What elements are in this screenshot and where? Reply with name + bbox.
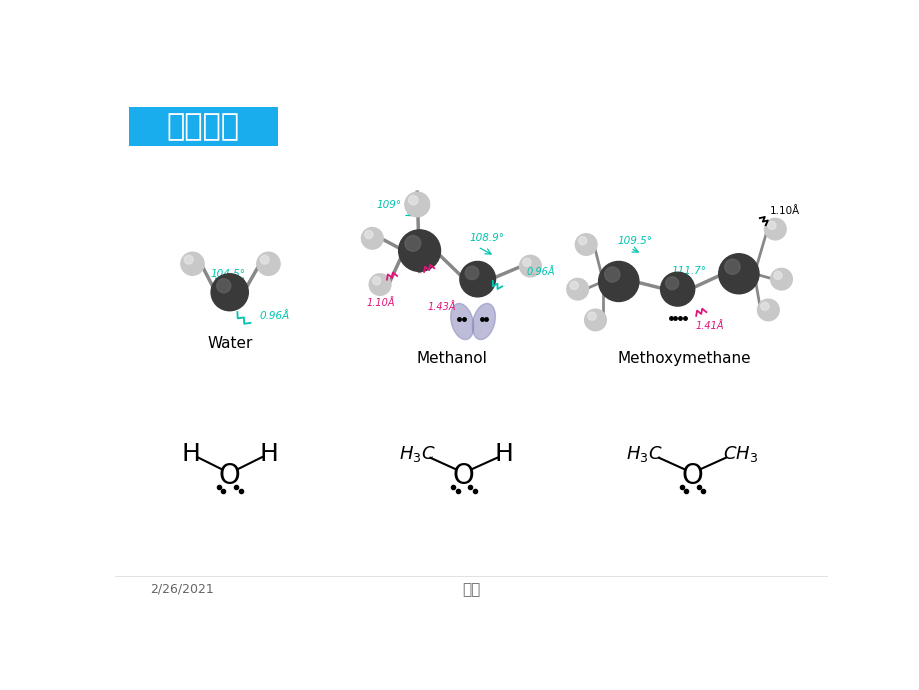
Circle shape: [408, 195, 417, 205]
Text: 1.10Å: 1.10Å: [769, 206, 800, 216]
Text: 一、结构: 一、结构: [166, 112, 240, 141]
Text: O: O: [219, 462, 240, 489]
Circle shape: [660, 273, 694, 306]
Text: 104.5°: 104.5°: [210, 269, 245, 279]
Circle shape: [566, 278, 588, 300]
Text: $H_3C$: $H_3C$: [625, 444, 662, 464]
Text: H: H: [181, 442, 200, 466]
Circle shape: [217, 279, 231, 293]
Circle shape: [766, 221, 775, 229]
Text: 0.96Å: 0.96Å: [526, 267, 554, 277]
Circle shape: [574, 234, 596, 255]
Circle shape: [181, 253, 204, 275]
Text: 111.7°: 111.7°: [671, 266, 706, 276]
Text: Methanol: Methanol: [416, 351, 487, 366]
Circle shape: [256, 253, 279, 275]
Circle shape: [369, 274, 391, 295]
Text: 108.9°: 108.9°: [470, 233, 505, 243]
Text: Water: Water: [207, 335, 252, 351]
Text: O: O: [452, 462, 474, 489]
Circle shape: [465, 266, 478, 279]
Text: 2/26/2021: 2/26/2021: [150, 583, 213, 596]
Circle shape: [764, 218, 786, 240]
Circle shape: [372, 277, 380, 285]
Text: 109.5°: 109.5°: [617, 237, 652, 246]
Circle shape: [364, 230, 372, 239]
Circle shape: [210, 274, 248, 310]
Circle shape: [460, 262, 495, 297]
Circle shape: [773, 271, 781, 279]
Circle shape: [578, 237, 586, 245]
Circle shape: [404, 235, 420, 251]
Text: O: O: [681, 462, 702, 489]
Text: 0.96Å: 0.96Å: [259, 311, 289, 321]
Text: H: H: [494, 442, 513, 466]
Circle shape: [756, 299, 778, 321]
Circle shape: [718, 254, 758, 294]
Text: $CH_3$: $CH_3$: [722, 444, 757, 464]
Text: 1.10Å: 1.10Å: [366, 298, 394, 308]
Text: $H_3C$: $H_3C$: [399, 444, 435, 464]
Text: 有机: 有机: [462, 582, 480, 597]
FancyBboxPatch shape: [129, 108, 278, 146]
Circle shape: [587, 312, 596, 320]
Text: 109°: 109°: [376, 199, 402, 210]
Circle shape: [184, 255, 193, 264]
Circle shape: [260, 255, 269, 264]
Circle shape: [584, 309, 606, 331]
Circle shape: [770, 268, 791, 290]
Circle shape: [361, 228, 382, 249]
Circle shape: [724, 259, 739, 275]
Circle shape: [398, 230, 440, 271]
Text: 1.41Å: 1.41Å: [695, 322, 723, 331]
Circle shape: [760, 302, 768, 311]
Circle shape: [604, 267, 619, 282]
Circle shape: [598, 262, 638, 302]
Text: Methoxymethane: Methoxymethane: [618, 351, 751, 366]
Text: H: H: [259, 442, 278, 466]
Circle shape: [519, 255, 540, 277]
Circle shape: [665, 277, 678, 290]
Text: 1.43Å: 1.43Å: [426, 302, 455, 312]
Ellipse shape: [471, 304, 495, 339]
Circle shape: [570, 282, 578, 290]
Circle shape: [522, 258, 530, 266]
Ellipse shape: [450, 304, 473, 339]
Circle shape: [404, 192, 429, 217]
